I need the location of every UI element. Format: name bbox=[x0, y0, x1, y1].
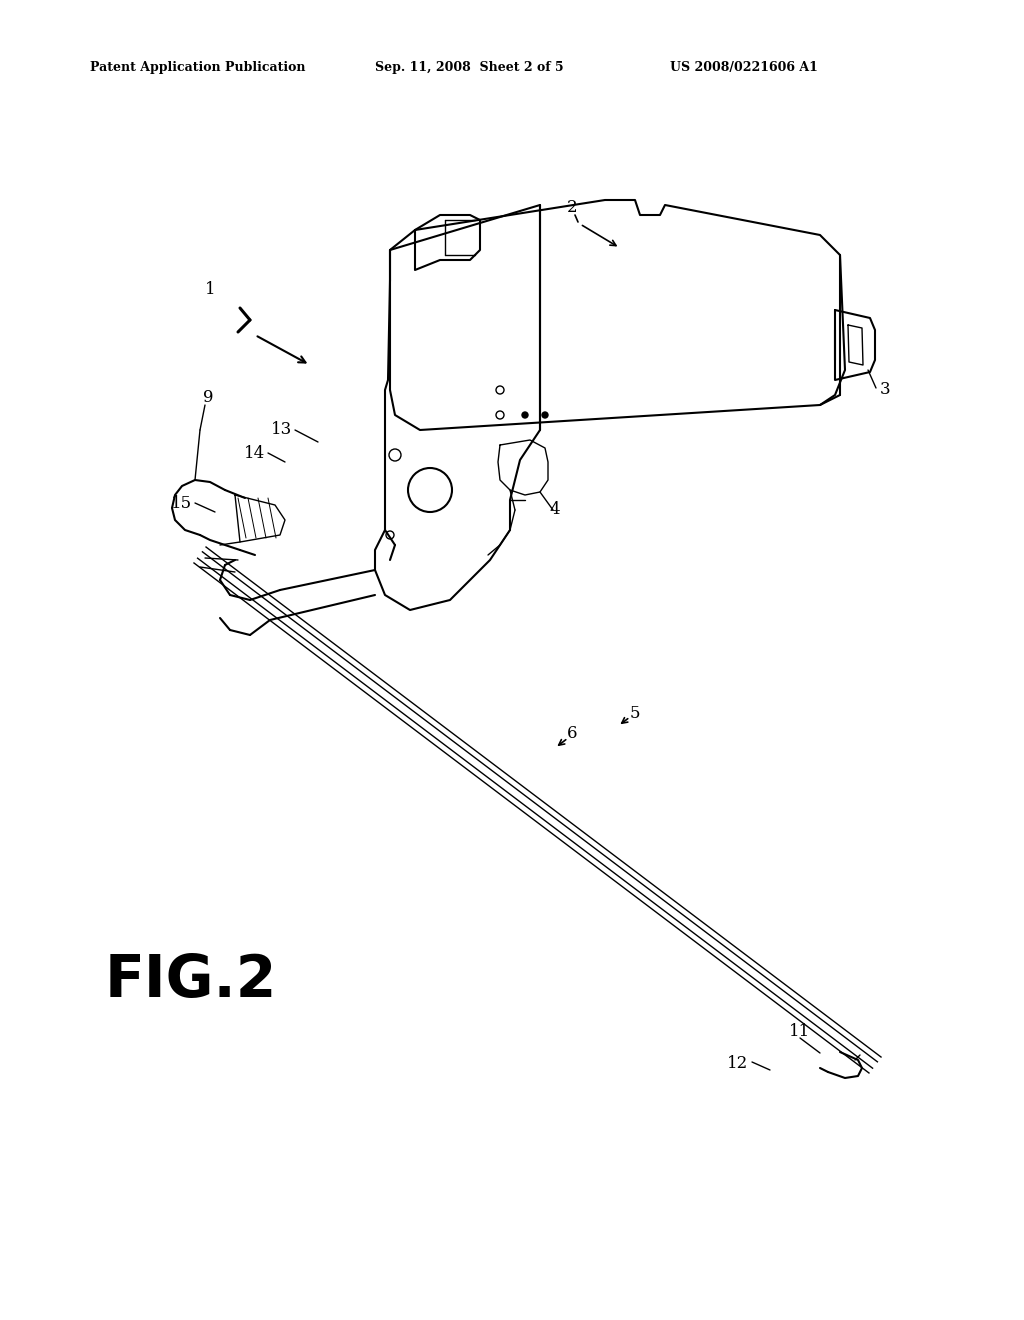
Text: 15: 15 bbox=[171, 495, 193, 511]
Text: 12: 12 bbox=[727, 1055, 748, 1072]
Text: 11: 11 bbox=[790, 1023, 811, 1040]
Text: 3: 3 bbox=[880, 381, 891, 399]
Text: FIG.2: FIG.2 bbox=[105, 952, 278, 1008]
Circle shape bbox=[542, 412, 548, 418]
Circle shape bbox=[522, 412, 528, 418]
Text: 4: 4 bbox=[550, 502, 560, 519]
Text: 5: 5 bbox=[630, 705, 640, 722]
Text: 6: 6 bbox=[566, 725, 578, 742]
Text: 2: 2 bbox=[566, 199, 578, 216]
Text: US 2008/0221606 A1: US 2008/0221606 A1 bbox=[670, 62, 818, 74]
Text: 14: 14 bbox=[244, 445, 265, 462]
Text: Sep. 11, 2008  Sheet 2 of 5: Sep. 11, 2008 Sheet 2 of 5 bbox=[375, 62, 563, 74]
Text: Patent Application Publication: Patent Application Publication bbox=[90, 62, 305, 74]
Text: 13: 13 bbox=[270, 421, 292, 438]
Text: 1: 1 bbox=[205, 281, 215, 298]
Text: 9: 9 bbox=[203, 389, 213, 407]
